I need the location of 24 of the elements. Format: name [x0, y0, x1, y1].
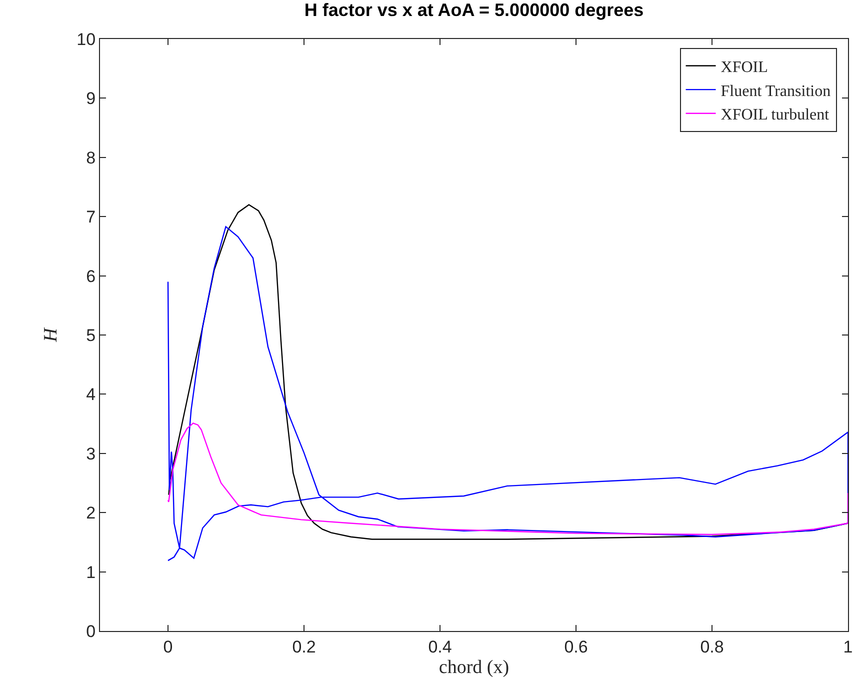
- y-tick-label: 8: [86, 148, 96, 168]
- y-tick-label: 7: [86, 208, 96, 227]
- line-series: [167, 422, 848, 536]
- x-tick-label: 0.2: [292, 637, 316, 656]
- x-axis-title: chord (x): [438, 657, 510, 678]
- y-tick-label: 5: [86, 326, 96, 345]
- y-tick-label: 2: [86, 504, 96, 523]
- y-tick-label: 3: [86, 444, 96, 464]
- y-tick-label: 6: [86, 266, 96, 286]
- y-tick-label: 0: [86, 622, 96, 641]
- y-tick-label: 10: [76, 30, 96, 49]
- legend-label: XFOIL turbulent: [720, 106, 830, 124]
- x-tick-label: 0.6: [564, 637, 588, 656]
- y-axis-title: H: [40, 326, 62, 343]
- legend-label: Fluent Transition: [720, 82, 831, 100]
- y-tick-label: 9: [86, 89, 96, 108]
- chart-title: H factor vs x at AoA = 5.000000 degrees: [304, 0, 644, 20]
- legend-label: XFOIL: [720, 59, 768, 76]
- y-tick-label: 1: [86, 562, 96, 582]
- x-tick-label: 0: [163, 637, 173, 656]
- x-tick-label: 0.4: [428, 637, 452, 656]
- x-tick-label: 1: [843, 637, 853, 656]
- x-tick-label: 0.8: [700, 637, 724, 656]
- y-tick-label: 4: [86, 385, 96, 404]
